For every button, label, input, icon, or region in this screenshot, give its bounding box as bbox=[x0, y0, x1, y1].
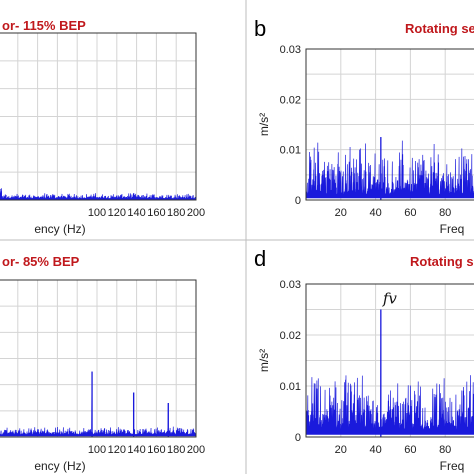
x-tick-label: 160 bbox=[147, 207, 165, 219]
plot-frame-d bbox=[305, 283, 474, 438]
plot-frame-b bbox=[305, 48, 474, 201]
panel-title: Rotating se bbox=[405, 21, 474, 36]
grid-c bbox=[0, 280, 196, 437]
grid-a bbox=[0, 33, 196, 200]
x-tick-label: 200 bbox=[187, 444, 205, 456]
panel-letter: d bbox=[254, 246, 266, 271]
signal-trace-d bbox=[306, 309, 474, 435]
signal-trace-a bbox=[0, 188, 196, 200]
x-axis-label: ency (Hz) bbox=[34, 459, 85, 473]
x-tick-label: 20 bbox=[335, 444, 347, 456]
panel-title: or- 115% BEP bbox=[2, 18, 86, 33]
x-tick-label: 20 bbox=[335, 207, 347, 219]
panel-title: Rotating se bbox=[410, 254, 474, 269]
y-axis-label: m/s² bbox=[257, 349, 271, 372]
x-tick-label: 140 bbox=[127, 444, 145, 456]
y-tick-label: 0.03 bbox=[280, 44, 301, 56]
panel-letter: b bbox=[254, 16, 266, 41]
x-tick-label: 160 bbox=[147, 444, 165, 456]
x-tick-label: 200 bbox=[187, 207, 205, 219]
plot-frame-c bbox=[0, 279, 197, 438]
x-tick-label: 80 bbox=[439, 207, 451, 219]
panel-a: 100 120 140 160 180 200 or- 115% BEP ency (Hz) bbox=[0, 18, 205, 236]
x-tick-label: 120 bbox=[108, 444, 126, 456]
peak-annotation: fv bbox=[382, 290, 398, 308]
x-tick-label: 180 bbox=[167, 207, 185, 219]
panel-b: 20 40 60 80 0 0.01 0.02 0.03 Rotating se b m/s² Fre… bbox=[254, 16, 474, 236]
y-tick-label: 0.02 bbox=[280, 330, 301, 342]
x-tick-label: 80 bbox=[439, 444, 451, 456]
y-tick-label: 0 bbox=[295, 432, 301, 444]
y-tick-label: 0.02 bbox=[280, 94, 301, 106]
x-tick-label: 140 bbox=[127, 207, 145, 219]
x-tick-label: 60 bbox=[404, 444, 416, 456]
y-axis-label: m/s² bbox=[257, 113, 271, 136]
panel-d: 20 40 60 80 0 0.01 0.02 0.03 Rotating se d m/s² Fre… bbox=[254, 246, 474, 473]
y-tick-label: 0.01 bbox=[280, 145, 301, 157]
x-tick-label: 180 bbox=[167, 444, 185, 456]
x-axis-label: Freq bbox=[440, 222, 465, 236]
grid-b bbox=[306, 49, 474, 200]
panel-c: 100 120 140 160 180 200 or- 85% BEP ency (Hz) bbox=[0, 254, 205, 473]
x-axis-label: ency (Hz) bbox=[34, 222, 85, 236]
x-tick-label: 100 bbox=[88, 444, 106, 456]
y-tick-label: 0 bbox=[295, 195, 301, 207]
signal-trace-b bbox=[306, 137, 474, 199]
x-tick-label: 120 bbox=[108, 207, 126, 219]
y-tick-label: 0.03 bbox=[280, 279, 301, 291]
x-tick-label: 60 bbox=[404, 207, 416, 219]
x-tick-label: 100 bbox=[88, 207, 106, 219]
y-tick-label: 0.01 bbox=[280, 381, 301, 393]
panel-title: or- 85% BEP bbox=[2, 254, 80, 269]
x-axis-label: Freq bbox=[440, 459, 465, 473]
x-tick-label: 40 bbox=[369, 444, 381, 456]
plot-frame-a bbox=[0, 32, 197, 201]
signal-trace-c bbox=[0, 371, 196, 437]
x-tick-label: 40 bbox=[369, 207, 381, 219]
